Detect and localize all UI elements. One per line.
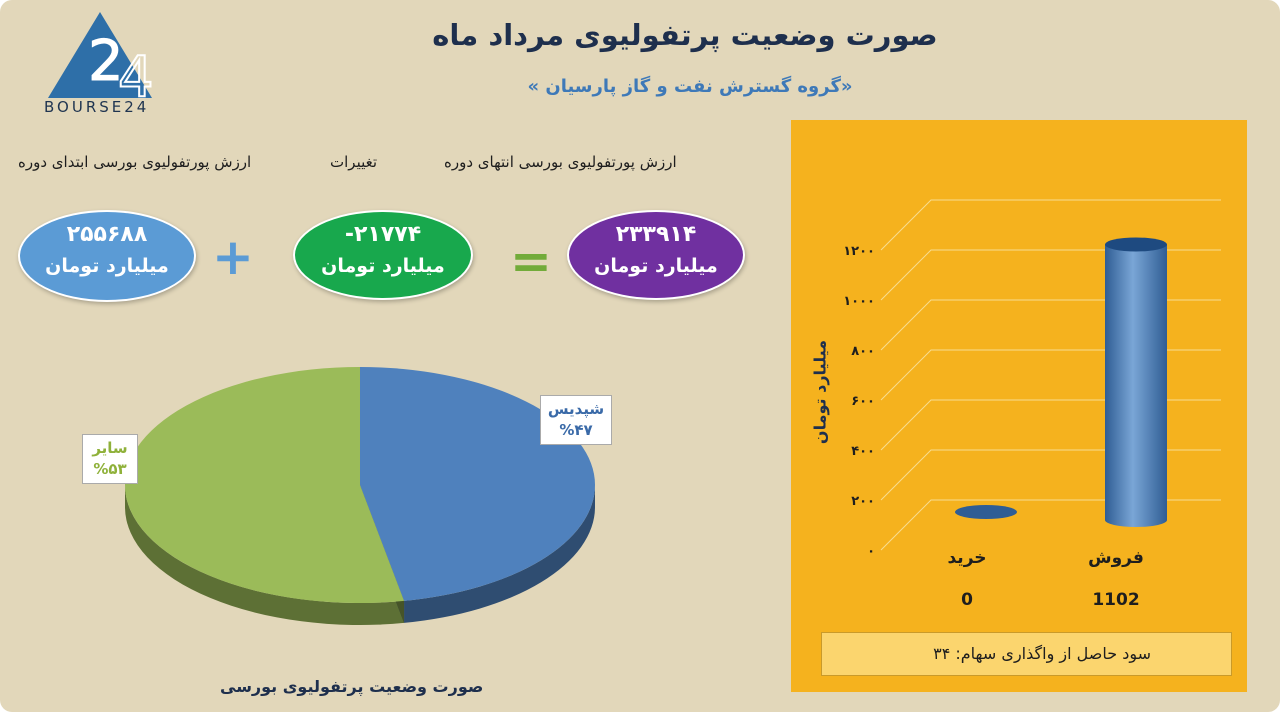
trade-bar-chart: ۰ ۲۰۰ ۴۰۰ ۶۰۰ ۸۰۰ ۱۰۰۰ ۱۲۰۰ (843, 199, 1221, 559)
bar-gridline (880, 199, 1221, 251)
bar-cap-0 (955, 505, 1017, 519)
bar-gridline (880, 249, 1221, 301)
bar-gridline (880, 349, 1221, 401)
bar-category-buy: خرید (947, 548, 987, 568)
bar-y-tick-label: ۶۰۰ (851, 394, 875, 409)
equals-sign: = (510, 232, 552, 290)
logo-text: BOURSE24 (44, 98, 150, 116)
bourse24-logo-icon: 2 4 (48, 12, 155, 111)
bar-y-tick-label: ۱۰۰۰ (843, 294, 875, 309)
plus-sign: + (212, 228, 254, 286)
start-value-label: ارزش پورتفولیوی بورسی ابتدای دوره (18, 153, 252, 171)
bar-gridline (880, 399, 1221, 451)
pie-label-shapdis-name: شپدیس (547, 400, 605, 418)
change-unit: میلیارد تومان (321, 255, 445, 277)
pie-chart-title: صورت وضعیت پرتفولیوی بورسی (220, 677, 484, 696)
bar-y-tick-label: ۸۰۰ (851, 344, 875, 359)
pie-slice-0 (360, 367, 596, 601)
bar-cap-1 (1105, 237, 1167, 252)
bar-value-sell: 1102 (1092, 590, 1140, 610)
bar-gridline (880, 299, 1221, 351)
profit-note-box: سود حاصل از واگذاری سهام: ۳۴ (821, 632, 1232, 676)
end-value-bubble: ۲۳۳۹۱۴ میلیارد تومان (567, 210, 745, 300)
bar-gridline (880, 449, 1221, 501)
start-value-bubble: ۲۵۵۶۸۸ میلیارد تومان (18, 210, 196, 302)
svg-text:2: 2 (88, 29, 124, 94)
end-value: ۲۳۳۹۱۴ (615, 222, 697, 247)
end-value-label: ارزش پورتفولیوی بورسی انتهای دوره (444, 153, 677, 171)
bar-1 (1105, 244, 1167, 527)
bar-category-sell: فروش (1088, 548, 1144, 568)
bar-chart-panel: ۰ ۲۰۰ ۴۰۰ ۶۰۰ ۸۰۰ ۱۰۰۰ ۱۲۰۰ (791, 120, 1247, 692)
portfolio-pie-chart (125, 367, 596, 625)
bar-y-tick-label: ۴۰۰ (851, 444, 875, 459)
end-unit: میلیارد تومان (594, 255, 718, 277)
pie-label-other-pct: %۵۳ (93, 460, 127, 478)
pie-side-1 (125, 485, 405, 625)
start-unit: میلیارد تومان (45, 255, 169, 277)
start-value: ۲۵۵۶۸۸ (66, 222, 148, 247)
pie-label-shapdis: شپدیس %۴۷ (540, 395, 612, 445)
bar-value-buy: 0 (961, 590, 973, 610)
pie-slice-1 (125, 367, 405, 603)
change-value-bubble: -۲۱۷۷۴ میلیارد تومان (293, 210, 473, 300)
bar-chart-y-axis-label: میلیارد تومان (810, 339, 830, 445)
pie-label-other-name: سایر (92, 439, 128, 457)
svg-text:4: 4 (118, 45, 154, 110)
page-subtitle: «گروه گسترش نفت و گاز پارسیان » (527, 76, 853, 97)
pie-label-shapdis-pct: %۴۷ (559, 421, 593, 439)
bar-y-tick-label: ۲۰۰ (851, 494, 875, 509)
pie-label-other: سایر %۵۳ (82, 434, 138, 484)
change-label: تغییرات (330, 153, 378, 171)
pie-side-0 (404, 485, 595, 623)
bar-gridline (880, 499, 1221, 551)
page-title: صورت وضعیت پرتفولیوی مرداد ماه (432, 18, 938, 52)
bar-y-tick-label: ۰ (867, 544, 875, 559)
bar-y-tick-label: ۱۲۰۰ (843, 244, 875, 259)
change-value: -۲۱۷۷۴ (344, 222, 422, 247)
